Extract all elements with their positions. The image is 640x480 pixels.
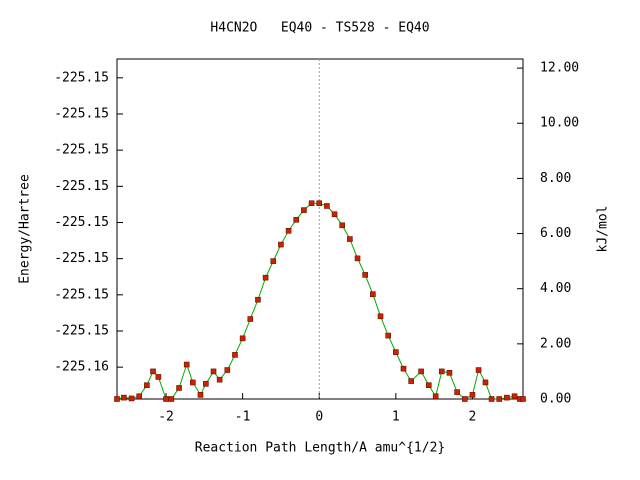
data-point [316, 200, 323, 207]
y2-tick-label: 2.00 [540, 336, 571, 351]
data-point [121, 394, 127, 401]
data-point [377, 313, 384, 320]
data-point [496, 396, 503, 402]
y-tick-label: -225.15 [54, 251, 109, 266]
data-point [469, 392, 476, 398]
data-point [210, 368, 217, 375]
data-point [461, 396, 468, 402]
y-axis-label: Energy/Hartree [18, 174, 33, 284]
y-tick-label: -225.16 [54, 360, 109, 375]
data-point [285, 227, 292, 234]
data-point [270, 258, 277, 264]
x-axis-label: Reaction Path Length/A amu^{1/2} [195, 441, 445, 456]
data-point [324, 203, 330, 209]
y-tick-label: -225.15 [54, 143, 109, 158]
x-tick-label: -2 [158, 410, 174, 425]
data-point [247, 316, 254, 322]
data-point [293, 216, 300, 223]
data-point [432, 393, 439, 400]
data-point [446, 370, 453, 376]
data-point [183, 361, 190, 368]
data-point [347, 236, 353, 242]
chart-title: H4CN2O EQ40 - TS528 - EQ40 [210, 21, 429, 36]
plot-frame [116, 58, 524, 400]
y-tick-label: -225.15 [54, 179, 109, 194]
y2-tick-label: 6.00 [540, 226, 571, 241]
data-line [116, 202, 523, 400]
data-point [203, 381, 209, 387]
data-point [520, 396, 526, 402]
data-point [362, 272, 368, 278]
data-point [438, 368, 445, 375]
data-point [224, 367, 231, 373]
data-point [354, 255, 361, 262]
data-point [155, 374, 162, 380]
data-point [454, 389, 460, 395]
data-point [136, 393, 143, 400]
data-point [482, 379, 489, 386]
data-point [216, 376, 223, 383]
data-point [114, 396, 120, 402]
x-tick-label: 0 [315, 410, 323, 425]
data-point [255, 296, 261, 303]
data-point [232, 352, 238, 358]
x-tick-label: 1 [392, 410, 400, 425]
x-tick-label: -1 [235, 410, 251, 425]
x-tick-label: 2 [469, 410, 477, 425]
data-point [163, 396, 169, 402]
y-tick-label: -225.15 [54, 287, 109, 302]
data-point [385, 332, 391, 339]
y-tick-label: -225.15 [54, 324, 109, 339]
y2-axis-label: kJ/mol [596, 206, 611, 253]
data-point [331, 211, 338, 218]
data-point [301, 207, 307, 213]
y-tick-label: -225.15 [54, 70, 109, 85]
y2-tick-label: 4.00 [540, 281, 571, 296]
data-point [488, 396, 495, 402]
data-point [400, 365, 407, 372]
y2-tick-label: 10.00 [540, 116, 579, 131]
y2-tick-label: 12.00 [540, 61, 579, 76]
data-point [168, 396, 175, 402]
data-point [511, 393, 518, 400]
data-point [176, 385, 182, 391]
data-point [278, 241, 284, 248]
data-point [370, 291, 376, 298]
data-point [418, 368, 424, 375]
data-point [128, 395, 135, 402]
data-point [504, 394, 510, 401]
data-point [475, 367, 482, 373]
data-point [197, 392, 204, 398]
data-point [150, 368, 156, 375]
data-point [408, 378, 414, 384]
y2-tick-label: 8.00 [540, 171, 571, 186]
y-tick-label: -225.15 [54, 106, 109, 121]
y-tick-label: -225.15 [54, 215, 109, 230]
data-point [308, 200, 315, 207]
data-point [262, 274, 269, 281]
data-point [393, 349, 399, 355]
data-point [190, 379, 196, 386]
data-point [425, 382, 432, 389]
data-point [339, 222, 346, 229]
data-point [239, 335, 246, 342]
y2-tick-label: 0.00 [540, 392, 571, 407]
data-point [144, 382, 150, 389]
